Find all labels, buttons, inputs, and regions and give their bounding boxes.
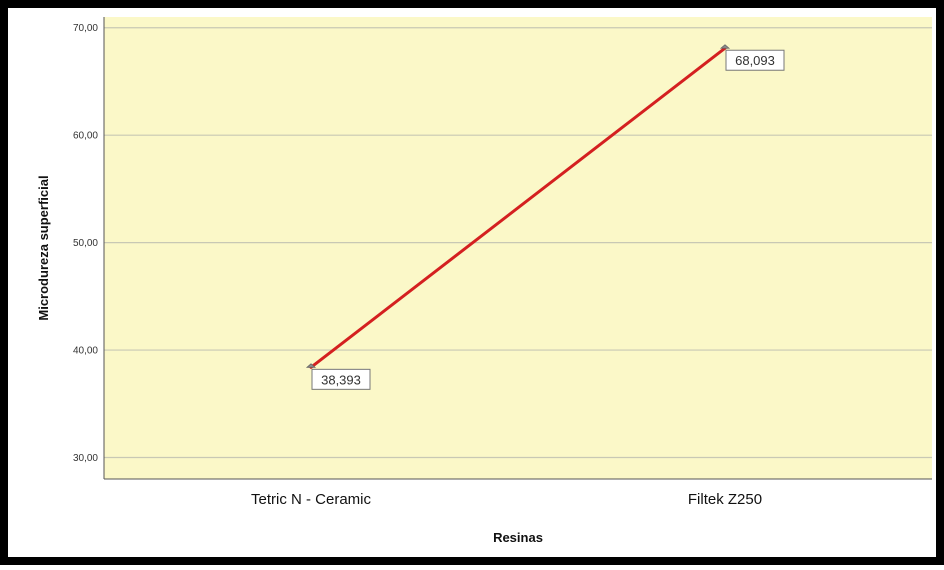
data-label-value: 38,393 <box>321 372 361 387</box>
x-tick-label: Tetric N - Ceramic <box>251 491 372 508</box>
y-tick-label: 60,00 <box>73 131 98 142</box>
x-tick-labels: Tetric N - Ceramic Filtek Z250 <box>251 491 762 508</box>
y-tick-label: 30,00 <box>73 453 98 464</box>
data-label: 68,093 <box>725 49 785 71</box>
data-point-marker <box>305 363 317 368</box>
y-axis-title: Microdureza superficial <box>36 175 51 320</box>
data-label-value: 68,093 <box>735 53 775 68</box>
data-label-box <box>311 368 371 390</box>
x-tick-label: Filtek Z250 <box>688 491 762 508</box>
data-point-marker <box>719 44 731 49</box>
series-line <box>309 46 727 369</box>
gridlines <box>104 27 932 459</box>
plot-area <box>104 17 932 479</box>
x-axis-title: Resinas <box>493 530 543 545</box>
series-layer <box>305 44 731 369</box>
y-tick-labels: 30,00 40,00 50,00 60,00 70,00 <box>73 23 98 464</box>
data-label: 38,393 <box>311 368 371 390</box>
data-label-box <box>725 49 785 71</box>
y-tick-label: 40,00 <box>73 346 98 357</box>
y-tick-label: 50,00 <box>73 238 98 249</box>
data-labels: 38,393 68,093 <box>311 49 785 390</box>
y-tick-label: 70,00 <box>73 23 98 34</box>
